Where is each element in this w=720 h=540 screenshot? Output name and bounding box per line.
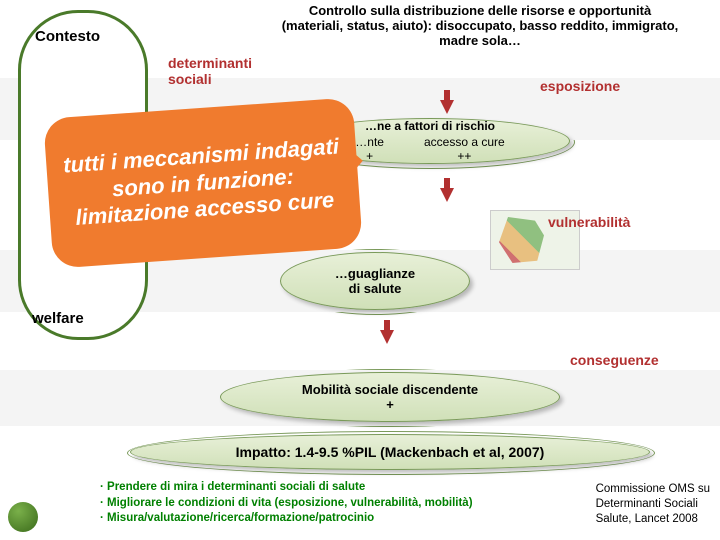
exposure-col2-label: accesso a cure — [424, 135, 505, 149]
inequalities-oval: …guaglianze di salute — [280, 252, 470, 310]
logo-icon — [8, 502, 38, 532]
arrow-icon — [380, 330, 394, 344]
speech-bubble: tutti i meccanismi indagati sono in funz… — [43, 97, 363, 268]
footer-source-l3: Salute, Lancet 2008 — [596, 512, 710, 527]
mobility-oval: Mobilità sociale discendente + — [220, 372, 560, 422]
footer-action-2: Migliorare le condizioni di vita (esposi… — [100, 496, 473, 512]
context-title: Contesto — [35, 28, 100, 45]
mobility-title: Mobilità sociale discendente — [302, 382, 478, 397]
arrow-icon — [440, 100, 454, 114]
top-control-text: Controllo sulla distribuzione delle riso… — [280, 4, 680, 49]
label-vulnerabilita: vulnerabilità — [548, 214, 630, 230]
footer-source-l1: Commissione OMS su — [596, 482, 710, 497]
mobility-plus: + — [386, 397, 394, 412]
exposure-line: …ne a fattori di rischio — [365, 119, 495, 133]
label-esposizione: esposizione — [540, 78, 620, 94]
footer-actions: Prendere di mira i determinanti sociali … — [100, 480, 473, 527]
footer-action-1: Prendere di mira i determinanti sociali … — [100, 480, 473, 496]
welfare-label: welfare — [32, 310, 84, 327]
label-conseguenze: conseguenze — [570, 352, 659, 368]
arrow-icon — [440, 188, 454, 202]
footer-action-3: Misura/valutazione/ricerca/formazione/pa… — [100, 511, 473, 527]
impact-oval: Impatto: 1.4-9.5 %PIL (Mackenbach et al,… — [130, 434, 650, 470]
determinants-label: determinanti sociali — [168, 55, 252, 87]
footer-source: Commissione OMS su Determinanti Sociali … — [596, 482, 710, 527]
exposure-col2-val: ++ — [424, 149, 505, 163]
footer-source-l2: Determinanti Sociali — [596, 497, 710, 512]
